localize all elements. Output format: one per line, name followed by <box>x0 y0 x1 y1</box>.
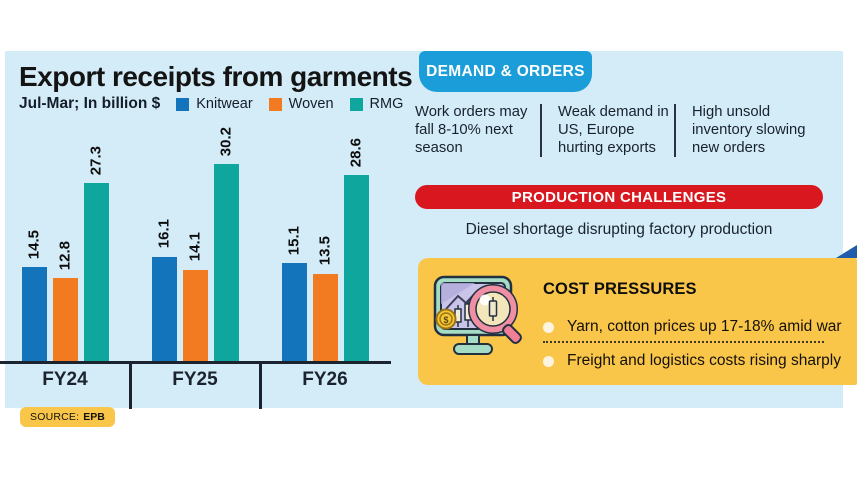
production-challenges-banner: PRODUCTION CHALLENGES <box>415 185 823 209</box>
chart-title: Export receipts from garments <box>19 61 413 92</box>
bullet-dot-icon <box>543 321 554 333</box>
legend-item-rmg: RMG <box>349 96 404 112</box>
bar-group-fy25: 16.1 14.1 30.2 <box>130 0 260 362</box>
x-axis-tick <box>129 364 132 409</box>
bar-value-label: 14.5 <box>25 229 43 259</box>
bar-group-fy24: 14.5 12.8 27.3 <box>0 0 130 362</box>
chart-legend: Knitwear Woven RMG <box>176 96 403 112</box>
legend-label: Knitwear <box>196 96 253 112</box>
bar-value-label: 30.2 <box>217 127 235 157</box>
folded-corner-triangle-icon <box>836 245 857 258</box>
legend-label: Woven <box>288 96 334 112</box>
bar-value-label: 28.6 <box>347 137 365 167</box>
bar-woven-fy24: 12.8 <box>52 241 78 362</box>
source-value: EPB <box>83 411 105 423</box>
bar-rmg-fy26: 28.6 <box>343 138 369 362</box>
bar-value-label: 14.1 <box>186 232 204 262</box>
monitor-analytics-magnifier-icon: $ <box>433 275 522 355</box>
bar-knitwear-fy26: 15.1 <box>281 226 307 362</box>
svg-text:$: $ <box>443 315 448 325</box>
demand-columns: Work orders may fall 8-10% next season W… <box>415 104 847 158</box>
x-axis-label-fy26: FY26 <box>302 369 348 390</box>
bar-groups: 14.5 12.8 27.3 16.1 14.1 30.2 15.1 13.5 28.6 <box>0 0 390 362</box>
legend-swatch-icon <box>349 97 363 111</box>
bullet-dot-icon <box>543 355 554 367</box>
cost-item-text: Yarn, cotton prices up 17-18% amid war <box>567 318 842 335</box>
legend-swatch-icon <box>176 97 190 111</box>
bar-value-label: 16.1 <box>155 219 173 249</box>
legend-swatch-icon <box>268 97 282 111</box>
x-axis-label-fy24: FY24 <box>42 369 88 390</box>
legend-item-woven: Woven <box>268 96 334 112</box>
bar-rmg-fy24: 27.3 <box>83 146 109 362</box>
bar-value-label: 27.3 <box>87 146 105 176</box>
dotted-divider <box>543 341 824 343</box>
cost-item: Yarn, cotton prices up 17-18% amid war <box>543 318 842 336</box>
x-axis-line <box>0 361 391 364</box>
bar-value-label: 12.8 <box>56 241 74 271</box>
x-axis-labels: FY24 FY25 FY26 <box>0 369 390 391</box>
bar-woven-fy25: 14.1 <box>182 232 208 362</box>
source-badge: SOURCE: EPB <box>20 407 115 427</box>
bar-knitwear-fy24: 14.5 <box>21 230 47 362</box>
chart-subtitle-row: Jul-Mar; In billion $ Knitwear Woven RMG <box>19 95 403 113</box>
bar-group-fy26: 15.1 13.5 28.6 <box>260 0 390 362</box>
demand-item: Work orders may fall 8-10% next season <box>415 104 528 156</box>
legend-item-knitwear: Knitwear <box>176 96 253 112</box>
chart-subtitle: Jul-Mar; In billion $ <box>19 95 161 112</box>
demand-orders-badge: DEMAND & ORDERS <box>419 51 592 92</box>
demand-item: Weak demand in US, Europe hurting export… <box>540 104 674 158</box>
bar-value-label: 13.5 <box>316 236 334 266</box>
x-axis-tick <box>259 364 262 409</box>
demand-item: High unsold inventory slowing new orders <box>674 104 813 158</box>
legend-label: RMG <box>369 96 404 112</box>
cost-item: Freight and logistics costs rising sharp… <box>543 352 841 370</box>
cost-item-text: Freight and logistics costs rising sharp… <box>567 352 841 369</box>
cost-pressures-title: COST PRESSURES <box>543 280 697 298</box>
bar-value-label: 15.1 <box>285 225 303 256</box>
x-axis-label-fy25: FY25 <box>172 369 218 390</box>
bar-knitwear-fy25: 16.1 <box>151 219 177 362</box>
source-label: SOURCE: <box>30 411 80 423</box>
bar-rmg-fy25: 30.2 <box>213 127 239 362</box>
production-note: Diesel shortage disrupting factory produ… <box>465 221 773 238</box>
bar-woven-fy26: 13.5 <box>312 236 338 362</box>
